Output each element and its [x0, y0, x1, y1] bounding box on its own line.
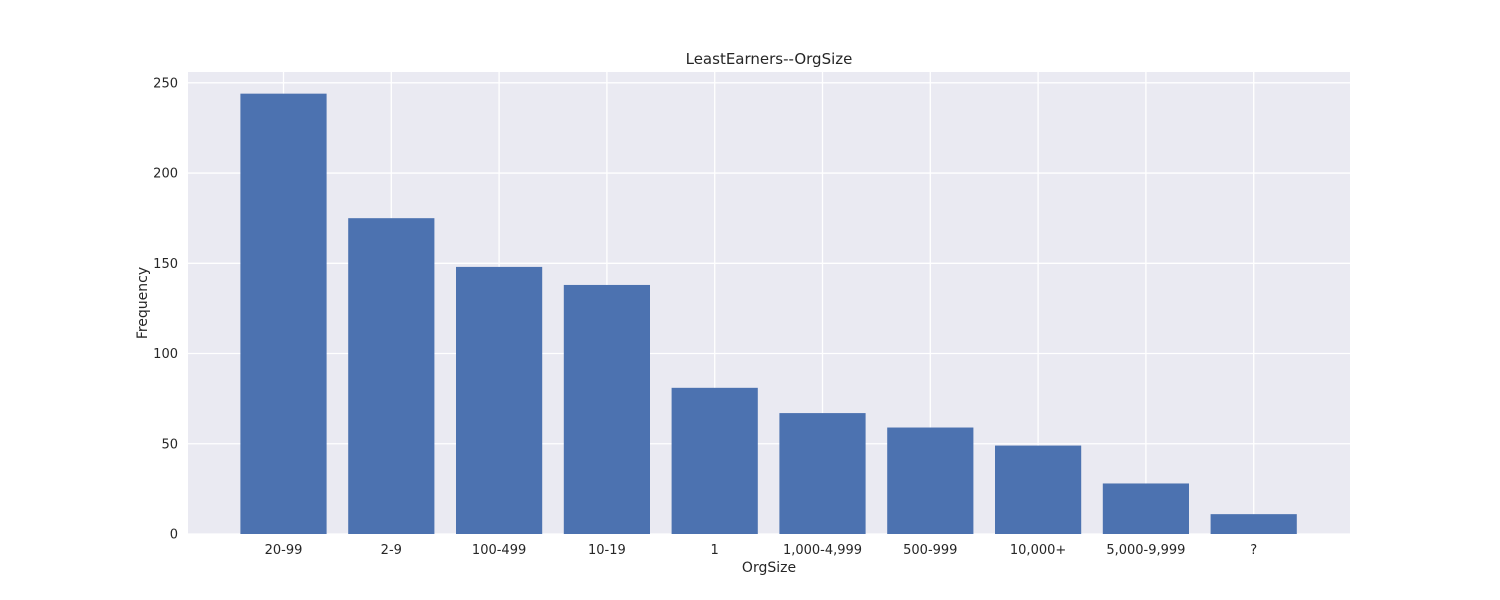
x-tick-label: 2-9	[381, 543, 402, 558]
x-tick-label: 5,000-9,999	[1106, 543, 1185, 558]
bar-8	[1102, 483, 1189, 534]
x-tick-label: 20-99	[265, 543, 303, 558]
bar-4	[671, 387, 758, 534]
bars	[240, 93, 1297, 534]
bar-7	[995, 445, 1082, 534]
chart-title: LeastEarners--OrgSize	[686, 50, 853, 68]
y-tick-label: 100	[153, 347, 178, 362]
x-tick-label: 10,000+	[1010, 543, 1066, 558]
x-tick-label: ?	[1250, 543, 1257, 558]
bar-3	[563, 284, 650, 534]
bar-0	[240, 93, 327, 534]
y-tick-label: 200	[153, 167, 178, 182]
y-tick-label: 50	[161, 437, 178, 452]
x-tick-label: 500-999	[903, 543, 957, 558]
bar-2	[456, 266, 543, 534]
bar-5	[779, 413, 866, 534]
x-tick-label: 1	[711, 543, 719, 558]
y-axis-ticks: 0 50 100 150 200 250	[153, 76, 178, 542]
y-axis-label: Frequency	[135, 267, 151, 339]
bar-1	[348, 218, 435, 534]
x-axis-ticks: 20-99 2-9 100-499 10-19 1 1,000-4,999 500-999 1…	[265, 543, 1258, 558]
y-tick-label: 250	[153, 76, 178, 91]
y-tick-label: 150	[153, 257, 178, 272]
bar-6	[887, 427, 974, 534]
y-tick-label: 0	[170, 528, 178, 543]
x-tick-label: 100-499	[472, 543, 526, 558]
x-tick-label: 10-19	[588, 543, 626, 558]
x-tick-label: 1,000-4,999	[783, 543, 862, 558]
x-axis-label: OrgSize	[742, 560, 796, 576]
bar-9	[1210, 514, 1297, 534]
